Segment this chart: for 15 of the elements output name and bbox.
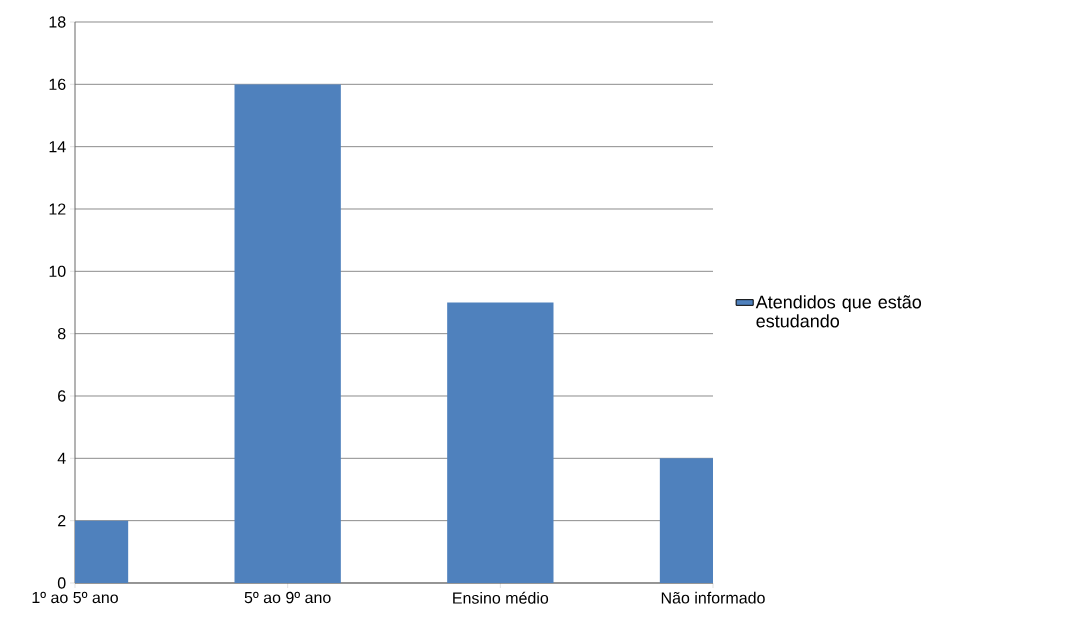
y-tick-label: 8 (57, 328, 66, 340)
y-tick-label: 4 (57, 452, 66, 464)
x-tick-label: Não informado (661, 591, 765, 604)
y-tick-label: 6 (58, 390, 66, 402)
x-tick-label: Ensino médio (453, 591, 549, 604)
y-tick-label: 2 (58, 515, 66, 527)
y-tick-label: 0 (57, 577, 66, 589)
legend-label: Atendidos que estão estudando (755, 295, 922, 328)
x-tick-label: 1º ao 5º ano (32, 591, 118, 604)
x-tick-label: 5º ao 9º ano (244, 591, 331, 604)
y-tick-label: 10 (49, 265, 66, 277)
y-tick-label: 18 (49, 16, 66, 28)
y-tick-label: 12 (49, 203, 66, 215)
y-tick-label: 14 (49, 141, 66, 153)
y-tick-label: 16 (49, 78, 66, 90)
